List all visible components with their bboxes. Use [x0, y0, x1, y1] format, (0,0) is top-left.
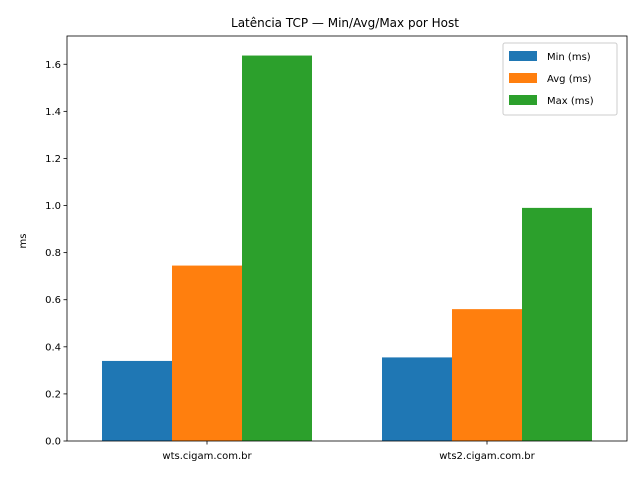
- x-tick-label: wts2.cigam.com.br: [439, 451, 535, 462]
- legend: Min (ms) Avg (ms) Max (ms): [502, 42, 618, 116]
- chart-title: Latência TCP — Min/Avg/Max por Host: [231, 16, 459, 30]
- legend-label: Max (ms): [547, 96, 594, 107]
- y-tick-label: 0.6: [45, 295, 61, 306]
- y-tick-label: 1.2: [45, 154, 61, 165]
- y-tick-label: 0.4: [45, 342, 61, 353]
- bar: [242, 55, 312, 441]
- y-axis-label: ms: [18, 234, 29, 249]
- legend-swatch: [509, 73, 537, 83]
- y-tick-label: 1.0: [45, 201, 61, 212]
- legend-swatch: [509, 95, 537, 105]
- y-tick-label: 0.2: [45, 389, 61, 400]
- x-tick-label: wts.cigam.com.br: [162, 451, 252, 462]
- plot-frame: [66, 35, 628, 442]
- bars-group: [102, 55, 592, 441]
- y-tick-label: 0.8: [45, 248, 61, 259]
- legend-label: Avg (ms): [547, 74, 592, 85]
- legend-swatch: [509, 51, 537, 61]
- bar: [382, 357, 452, 441]
- x-axis-ticks: wts.cigam.com.br wts2.cigam.com.br: [162, 441, 536, 462]
- bar: [452, 309, 522, 441]
- bar: [522, 207, 592, 441]
- legend-label: Min (ms): [547, 52, 591, 63]
- bar: [172, 265, 242, 441]
- y-axis-ticks: 0.0 0.2 0.4 0.6 0.8 1.0 1.2 1.4 1.6: [45, 60, 67, 448]
- y-tick-label: 1.4: [45, 107, 61, 118]
- y-tick-label: 1.6: [45, 60, 61, 71]
- y-tick-label: 0.0: [45, 437, 61, 448]
- bar: [102, 360, 172, 441]
